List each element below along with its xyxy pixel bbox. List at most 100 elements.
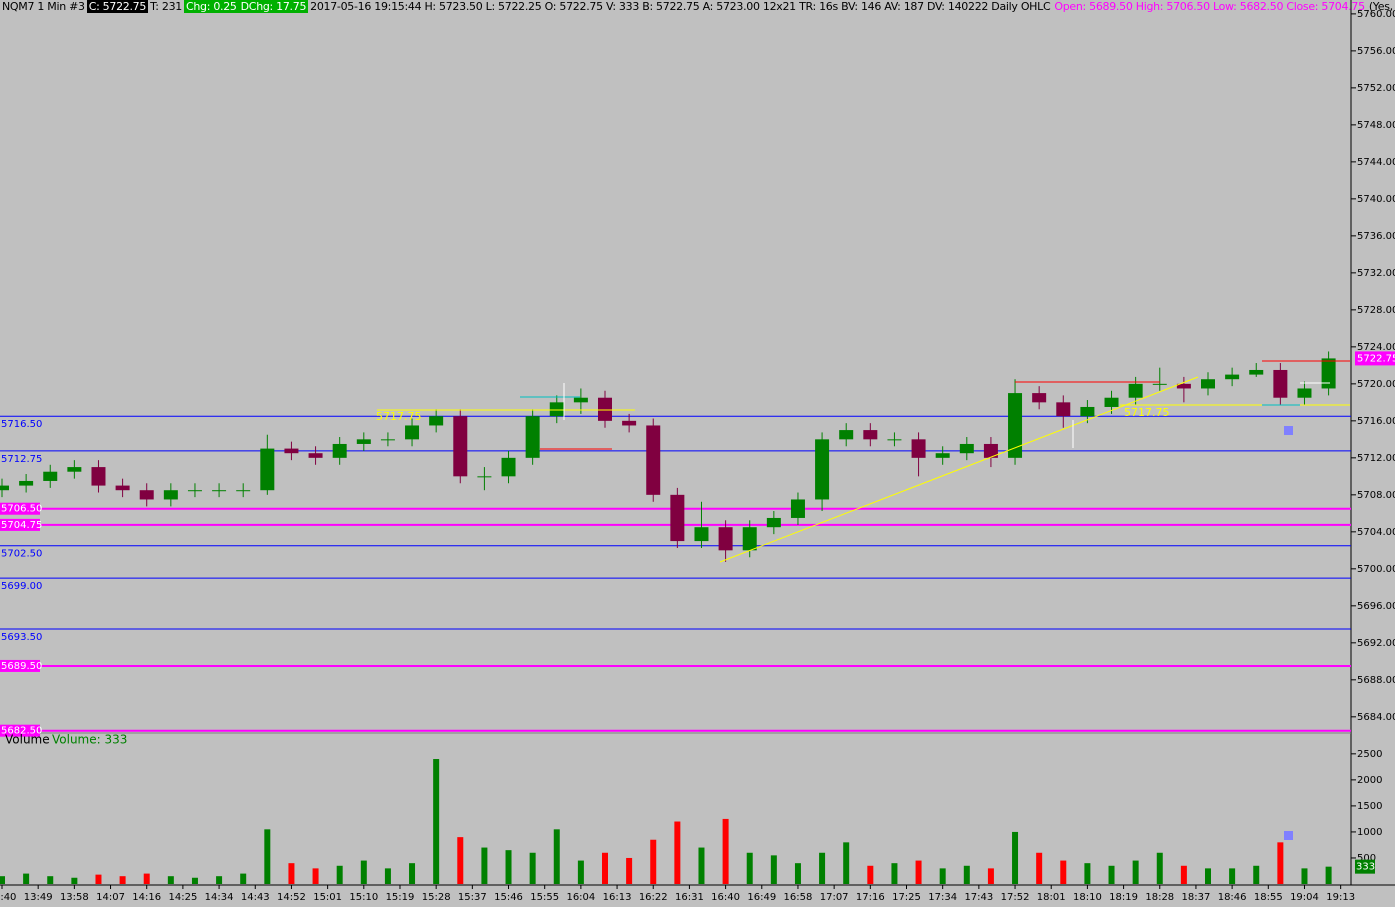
volume-bar xyxy=(1325,866,1332,884)
candle-body xyxy=(766,517,781,528)
x-tick-label: 15:19 xyxy=(386,892,415,903)
level-label: 5702.50 xyxy=(1,549,42,560)
y-tick-label: 5744.00 xyxy=(1357,157,1395,168)
x-tick-label: 13:58 xyxy=(60,892,89,903)
candle-body xyxy=(1152,383,1167,385)
volume-bar xyxy=(529,852,536,884)
volume-bar xyxy=(722,818,729,884)
y-tick-label: 5712.00 xyxy=(1357,453,1395,464)
candle-body xyxy=(1176,383,1191,389)
candle-body xyxy=(380,439,395,441)
candle-body xyxy=(1104,397,1119,407)
candle-body xyxy=(1249,369,1264,375)
volume-bar xyxy=(384,868,391,884)
volume-bar xyxy=(433,759,440,884)
level-label: 5716.50 xyxy=(1,419,42,430)
y-tick-label: 1000 xyxy=(1357,827,1382,838)
candle-body xyxy=(549,402,564,417)
x-tick-label: 17:52 xyxy=(1001,892,1030,903)
volume-bar xyxy=(602,852,608,884)
x-tick-label: 17:25 xyxy=(892,892,921,903)
drawings: 5717.75 5717.75 Volume Volume: 333 xyxy=(5,360,1350,840)
volume-bar xyxy=(264,829,271,884)
y-tick-label: 1500 xyxy=(1357,801,1382,812)
volume-bar xyxy=(119,876,126,884)
candle-body xyxy=(598,397,612,421)
x-tick-label: 19:13 xyxy=(1326,892,1355,903)
volume-bar xyxy=(577,860,584,884)
symbol: NQM7 1 Min #3 xyxy=(2,0,85,13)
candle-body xyxy=(43,471,58,481)
candle-body xyxy=(1297,388,1312,398)
close: C: 5722.75 xyxy=(86,0,149,13)
y-tick-label: 5740.00 xyxy=(1357,194,1395,205)
y-tick-label: 5688.00 xyxy=(1357,675,1395,686)
candle-body xyxy=(573,397,588,403)
panel-subtitle: Volume: 333 xyxy=(52,733,127,747)
volume-bar xyxy=(1012,831,1019,884)
level-label-box xyxy=(0,518,40,531)
volume-bar xyxy=(1205,868,1211,884)
level-label-box xyxy=(0,659,40,672)
volume-bar xyxy=(674,821,681,884)
volume-bar xyxy=(0,876,5,884)
change: Chg: 0.25 xyxy=(184,0,239,13)
candle-body xyxy=(815,439,830,500)
x-tick-label: 15:46 xyxy=(494,892,523,903)
candle-body xyxy=(139,490,154,500)
candle-body xyxy=(863,430,878,440)
volume-bar xyxy=(867,865,874,884)
candle-body xyxy=(718,527,733,551)
candle-body xyxy=(1321,358,1336,389)
candle-body xyxy=(284,448,299,454)
daily-change: DChg: 17.75 xyxy=(238,0,309,13)
volume-bar xyxy=(336,865,343,884)
x-tick-label: 17:34 xyxy=(928,892,957,903)
x-tick-label: 14:34 xyxy=(205,892,234,903)
x-tick-label: 14:07 xyxy=(96,892,125,903)
candle-body xyxy=(115,485,130,491)
daily-ohlc: Open: 5689.50 High: 5706.50 Low: 5682.50… xyxy=(1054,0,1365,13)
volume-bar xyxy=(746,852,753,884)
y-tick-label: 500 xyxy=(1357,853,1376,864)
volume-bar xyxy=(987,868,994,884)
panel-title: Volume xyxy=(5,733,50,747)
candle-body xyxy=(742,527,757,551)
candle-body xyxy=(0,485,9,491)
volume-bar xyxy=(1301,868,1308,884)
volume-bar xyxy=(312,868,319,884)
y-tick-label: 5752.00 xyxy=(1357,83,1395,94)
volume-bar xyxy=(698,847,705,884)
x-tick-label: 15:10 xyxy=(349,892,378,903)
header: NQM7 1 Min #3 C: 5722.75 T: 231 Chg: 0.25 DC… xyxy=(0,0,1395,13)
volume-bar xyxy=(1253,865,1260,884)
level-label: 5704.75 xyxy=(1,520,42,531)
level-label: 5712.75 xyxy=(1,454,42,465)
y-tick-label: 5728.00 xyxy=(1357,305,1395,316)
volume-bar xyxy=(409,863,416,884)
candle-body xyxy=(983,443,998,458)
level-label: 5682.50 xyxy=(1,726,42,737)
volume-bar xyxy=(1229,868,1236,884)
x-tick-label: 15:55 xyxy=(530,892,559,903)
x-tick-label: 14:16 xyxy=(132,892,161,903)
trend-line xyxy=(719,376,1199,563)
header-tail: (Yes, xyxy=(1368,0,1393,13)
volume-bar xyxy=(47,876,54,884)
level-label-box xyxy=(0,724,40,737)
candle-body xyxy=(163,490,178,500)
volume-bar xyxy=(650,839,657,884)
candle-body xyxy=(1008,393,1023,458)
x-tick-label: 17:07 xyxy=(820,892,849,903)
y-tick-label: 5732.00 xyxy=(1357,268,1395,279)
y-tick-label: 5716.00 xyxy=(1357,416,1395,427)
level-label-box xyxy=(0,502,40,515)
x-tick-label: 16:04 xyxy=(566,892,595,903)
x-tick-label: 17:43 xyxy=(964,892,993,903)
volume-bar xyxy=(1156,852,1163,884)
candle-body xyxy=(453,416,468,477)
volume-bar xyxy=(240,873,247,884)
last-volume-label: 333 xyxy=(1356,862,1375,873)
y-tick-label: 5708.00 xyxy=(1357,490,1395,501)
x-tick-label: 18:01 xyxy=(1037,892,1066,903)
